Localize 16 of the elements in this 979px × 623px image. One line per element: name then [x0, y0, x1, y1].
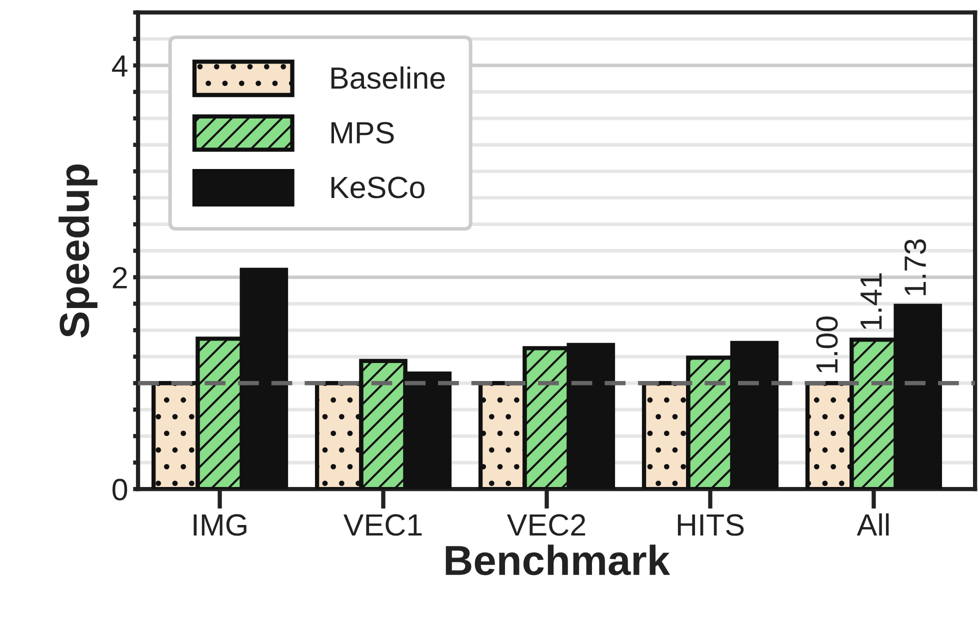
y-tick-label: 2	[112, 266, 127, 288]
data-label: 1.41	[860, 273, 882, 330]
data-label: 1.73	[904, 239, 926, 296]
y-tick-label: 4	[112, 55, 128, 76]
x-tick-label: All	[856, 513, 889, 536]
y-tick-label: 0	[112, 478, 128, 500]
x-tick-label: VEC1	[343, 514, 422, 536]
x-tick-label: HITS	[678, 514, 744, 536]
legend-label: Baseline	[331, 66, 445, 89]
data-label: 1.00	[816, 316, 838, 372]
legend-label: KeSCo	[331, 176, 424, 198]
x-tick-label: IMG	[194, 514, 246, 536]
x-axis-title: Benchmark	[446, 544, 670, 576]
y-axis-title: Speedup	[58, 164, 98, 338]
x-tick-label: VEC2	[506, 514, 586, 536]
legend-label: MPS	[331, 122, 394, 144]
